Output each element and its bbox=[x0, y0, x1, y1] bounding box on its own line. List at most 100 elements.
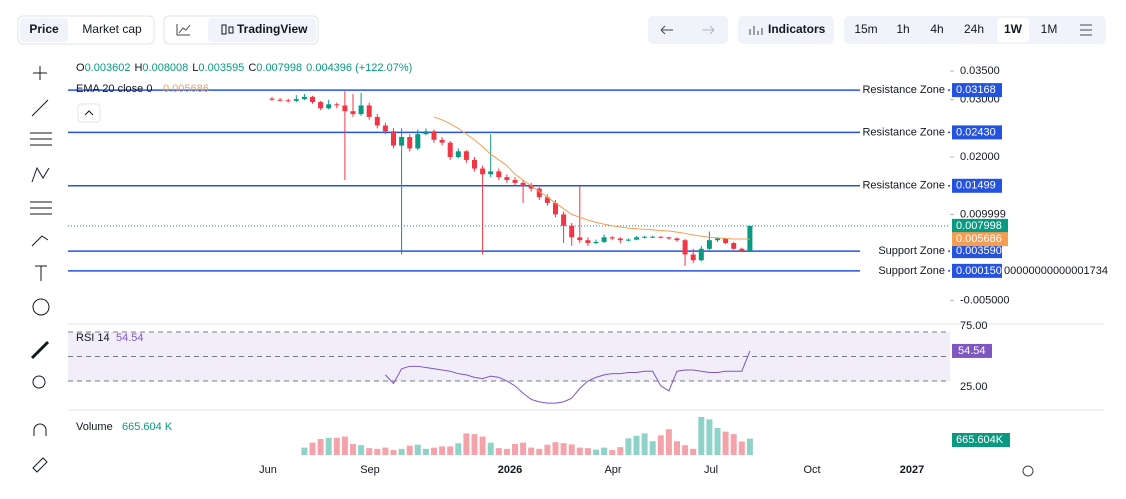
collapse-button[interactable] bbox=[77, 103, 101, 123]
emoji-tool[interactable] bbox=[32, 298, 50, 316]
candle-body bbox=[310, 96, 315, 103]
rsi-label: RSI 14 bbox=[76, 332, 110, 344]
candle-body bbox=[739, 248, 745, 252]
volume-bar bbox=[301, 447, 308, 455]
forward-arrow[interactable] bbox=[702, 25, 715, 35]
candle-body bbox=[285, 100, 291, 102]
candle-body bbox=[715, 238, 720, 241]
legend-part: 0.007998 bbox=[256, 62, 302, 74]
volume-bar bbox=[406, 445, 413, 455]
back-arrow[interactable] bbox=[660, 25, 673, 35]
candle-body bbox=[666, 237, 672, 239]
volume-bar bbox=[746, 438, 753, 455]
price-button[interactable]: Price bbox=[29, 22, 59, 36]
volume-axis-value: 665.604K bbox=[956, 434, 1004, 446]
ema-value-box: 0.005686 bbox=[956, 233, 1002, 245]
rsi-tick-label: 25.00 bbox=[960, 381, 988, 393]
volume-bar bbox=[390, 450, 397, 455]
pattern-tool[interactable] bbox=[31, 166, 50, 183]
axis-settings[interactable] bbox=[1022, 465, 1034, 477]
interval-button[interactable]: 24h bbox=[964, 22, 984, 36]
candle-body bbox=[731, 243, 737, 249]
candle-body bbox=[455, 151, 461, 158]
volume-bar bbox=[382, 447, 389, 455]
candle-body bbox=[723, 238, 729, 244]
brush-tool[interactable] bbox=[31, 235, 49, 247]
volume-bar bbox=[455, 443, 462, 455]
candle-body bbox=[528, 185, 534, 189]
candle-body bbox=[391, 131, 396, 146]
interval-button[interactable]: 1h bbox=[896, 22, 909, 36]
magnet-tool[interactable] bbox=[33, 423, 47, 436]
candle-body bbox=[318, 102, 324, 109]
zone-value-box bbox=[952, 244, 1002, 259]
rsi-value-box bbox=[952, 343, 992, 358]
candle-body bbox=[431, 131, 437, 140]
volume-bar bbox=[722, 431, 729, 455]
candle-body bbox=[342, 105, 348, 112]
ohlc-legend: O0.003602 H0.008008 L0.003595 C0.007998 0.00… bbox=[76, 62, 412, 74]
crosshair-tool[interactable] bbox=[33, 66, 47, 80]
volume-bar bbox=[309, 442, 316, 455]
volume-bar bbox=[665, 429, 672, 455]
settings-icon[interactable] bbox=[1080, 24, 1092, 36]
candle-body bbox=[536, 188, 542, 198]
line-tool[interactable] bbox=[31, 99, 49, 117]
volume-bar bbox=[528, 447, 535, 455]
volume-label: Volume bbox=[76, 421, 113, 433]
candle-body bbox=[544, 197, 550, 203]
ema-legend-value: 0.005686 bbox=[163, 83, 209, 95]
interval-group bbox=[844, 16, 1106, 44]
zone-label-bg bbox=[860, 178, 948, 193]
volume-bar bbox=[536, 448, 543, 455]
volume-bar bbox=[366, 448, 373, 455]
x-tick-label: Apr bbox=[604, 464, 621, 476]
candle-body bbox=[512, 179, 518, 183]
candle-body bbox=[698, 248, 704, 261]
interval-button[interactable]: 1M bbox=[1041, 22, 1058, 36]
fib-tool[interactable] bbox=[30, 132, 52, 146]
legend-part: 0.004396 (+122.07%) bbox=[306, 62, 412, 74]
zone-value: 0.003590 bbox=[956, 245, 1002, 257]
volume-bar bbox=[641, 433, 648, 455]
zoom-tool[interactable] bbox=[32, 375, 46, 389]
interval-button[interactable]: 15m bbox=[854, 22, 877, 36]
candle-body bbox=[415, 134, 421, 149]
candle-body bbox=[463, 151, 469, 160]
candle-body bbox=[350, 111, 356, 115]
forecast-tool[interactable] bbox=[30, 201, 52, 215]
volume-bar bbox=[625, 438, 632, 455]
volume-bar bbox=[333, 437, 340, 455]
x-tick-label: 2027 bbox=[900, 464, 924, 476]
volume-bar bbox=[706, 419, 713, 455]
volume-bar bbox=[520, 442, 527, 455]
x-tick-label: 2026 bbox=[498, 464, 522, 476]
volume-bar bbox=[690, 448, 697, 455]
rsi-tick-label: 75.00 bbox=[960, 320, 988, 332]
volume-bar bbox=[601, 447, 608, 455]
volume-bar bbox=[463, 433, 470, 455]
volume-bar bbox=[431, 447, 437, 455]
tradingview-button[interactable]: TradingView bbox=[237, 22, 308, 36]
candle-body bbox=[504, 177, 510, 180]
eraser-tool[interactable] bbox=[32, 457, 48, 473]
volume-bar bbox=[447, 446, 454, 455]
text-tool[interactable] bbox=[35, 265, 47, 281]
legend-part: 0.003602 bbox=[85, 62, 131, 74]
left-toolbar bbox=[30, 66, 52, 473]
ruler-tool[interactable] bbox=[30, 340, 50, 360]
zone-name: Support Zone bbox=[878, 245, 945, 257]
candle-body bbox=[577, 237, 583, 241]
candle-body bbox=[334, 104, 340, 106]
market-cap-button[interactable]: Market cap bbox=[82, 22, 142, 36]
candle-body bbox=[382, 125, 388, 132]
volume-bar bbox=[682, 445, 689, 455]
x-tick-label: Sep bbox=[360, 464, 380, 476]
interval-button[interactable]: 4h bbox=[930, 22, 943, 36]
line-icon[interactable] bbox=[176, 24, 191, 36]
y-tick-label: 0.009999 bbox=[960, 208, 1006, 220]
interval-button[interactable]: 1W bbox=[1004, 22, 1023, 36]
zone-value-box bbox=[952, 125, 1002, 140]
indicators-button[interactable]: Indicators bbox=[768, 22, 826, 36]
